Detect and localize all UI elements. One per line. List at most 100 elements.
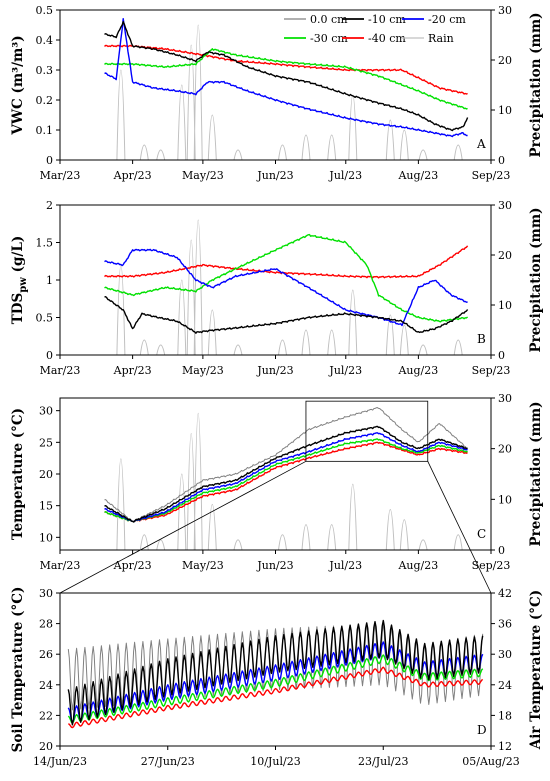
series-20cm <box>104 18 468 138</box>
y2-tick-label: 20 <box>498 249 512 262</box>
rain-series <box>116 412 463 550</box>
y2-axis-label: Precipitation (mm) <box>528 13 544 158</box>
y-axis-label: Soil Temperature (°C) <box>10 587 26 753</box>
y2-axis-label: Precipitation (mm) <box>528 208 544 353</box>
x-tick-label: 05/Aug/23 <box>462 755 519 768</box>
legend-entry: -20 cm <box>428 13 466 26</box>
x-tick-label: Aug/23 <box>397 559 438 572</box>
series-20cm <box>104 248 468 327</box>
y-tick-label: 0 <box>46 349 53 362</box>
y-tick-label: 0.5 <box>36 4 54 17</box>
y2-tick-label: 30 <box>498 392 512 405</box>
series-00cm <box>104 407 468 523</box>
x-tick-label: Apr/23 <box>113 559 152 572</box>
panel-d: 14/Jun/23 27/Jun/23 10/Jul/23 23/Jul/23 05/A… <box>10 587 544 768</box>
y-tick-label: 25 <box>39 436 53 449</box>
x-tick-label: Jul/23 <box>328 169 362 182</box>
x-tick-label: Sep/23 <box>472 364 511 377</box>
x-tick-label: 23/Jul/23 <box>358 755 408 768</box>
x-tick-label: May/23 <box>182 559 224 572</box>
x-tick-label: Jul/23 <box>328 364 362 377</box>
y-tick-label: 20 <box>39 740 53 753</box>
y-tick-label: 2 <box>46 199 53 212</box>
y2-tick-label: 42 <box>498 587 512 600</box>
x-tick-label: May/23 <box>182 364 224 377</box>
x-tick-label: Mar/23 <box>40 559 81 572</box>
y2-tick-label: 20 <box>498 443 512 456</box>
y-tick-label: 22 <box>39 709 53 722</box>
series-30cm <box>67 654 484 724</box>
y2-tick-label: 0 <box>498 154 505 167</box>
series-40cm <box>104 441 468 523</box>
panel-b: Mar/23 Apr/23 May/23 Jun/23 Jul/23 Aug/23 Sep/… <box>10 199 544 377</box>
x-tick-label: Sep/23 <box>472 169 511 182</box>
x-tick-label: Apr/23 <box>113 364 152 377</box>
x-tick-label: 14/Jun/23 <box>33 755 87 768</box>
x-tick-label: 27/Jun/23 <box>141 755 195 768</box>
y-tick-label: 1 <box>46 274 53 287</box>
series-10cm <box>104 21 469 132</box>
y2-tick-label: 20 <box>498 54 512 67</box>
series-30cm <box>104 438 468 523</box>
y2-tick-label: 30 <box>498 199 512 212</box>
y-tick-label: 24 <box>39 679 53 692</box>
y-tick-label: 28 <box>39 618 53 631</box>
x-tick-label: Mar/23 <box>40 169 81 182</box>
series-20cm <box>104 432 468 523</box>
x-tick-label: 10/Jul/23 <box>250 755 300 768</box>
y-tick-label: 20 <box>39 468 53 481</box>
y2-tick-label: 30 <box>498 4 512 17</box>
y-tick-label: 0.4 <box>36 34 54 47</box>
x-tick-label: Jul/23 <box>328 559 362 572</box>
series-40cm <box>67 666 484 729</box>
legend: 0.0 cm -10 cm -20 cm -30 cm -40 cm Rain <box>284 13 466 45</box>
y-axis-label: Temperature (°C) <box>10 408 26 540</box>
panel-letter: C <box>477 527 486 541</box>
y2-axis-label: Precipitation (mm) <box>528 402 544 547</box>
series-30cm <box>104 233 469 323</box>
y-tick-label: 30 <box>39 405 53 418</box>
y-tick-label: 30 <box>39 587 53 600</box>
x-tick-label: Jun/23 <box>256 169 293 182</box>
zoom-connector-lines <box>59 460 492 594</box>
y-tick-label: 0.3 <box>36 64 54 77</box>
series-40cm <box>104 44 468 95</box>
y-tick-label: 0.1 <box>36 124 54 137</box>
y2-tick-label: 10 <box>498 299 512 312</box>
series-10cm <box>67 619 484 726</box>
legend-entry: 0.0 cm <box>310 13 348 26</box>
series-10cm <box>104 425 468 523</box>
y-axis-label: TDSpw (g/L) <box>10 236 29 324</box>
y2-tick-label: 12 <box>498 740 512 753</box>
panel-letter: B <box>477 332 486 346</box>
x-tick-label: Jun/23 <box>256 559 293 572</box>
y2-tick-label: 10 <box>498 104 512 117</box>
y-tick-label: 0.5 <box>36 312 54 325</box>
x-tick-label: May/23 <box>182 169 224 182</box>
panel-c: Mar/23 Apr/23 May/23 Jun/23 Jul/23 Aug/23 Sep/… <box>10 392 544 572</box>
y-tick-label: 1.5 <box>36 237 54 250</box>
series-40cm <box>104 245 469 279</box>
series-30cm <box>104 48 468 110</box>
legend-entry: -40 cm <box>368 32 406 45</box>
panel-letter: D <box>477 723 487 737</box>
x-tick-label: Mar/23 <box>40 364 81 377</box>
y2-axis-label: Air Temperature (°C) <box>528 590 544 750</box>
series-10cm <box>104 296 469 334</box>
legend-entry: -30 cm <box>310 32 348 45</box>
y2-tick-label: 30 <box>498 648 512 661</box>
y-tick-label: 26 <box>39 648 53 661</box>
y-tick-label: 0.2 <box>36 94 54 107</box>
y2-tick-label: 36 <box>498 618 512 631</box>
x-tick-label: Sep/23 <box>472 559 511 572</box>
x-tick-label: Aug/23 <box>397 364 438 377</box>
x-tick-label: Aug/23 <box>397 169 438 182</box>
panel-letter: A <box>476 137 486 151</box>
y-tick-label: 0 <box>46 154 53 167</box>
legend-entry: Rain <box>428 32 454 45</box>
series-20cm <box>67 641 484 723</box>
x-tick-label: Apr/23 <box>113 169 152 182</box>
panel-a: Mar/23 Apr/23 May/23 Jun/23 Jul/23 Aug/23 Sep/… <box>10 4 544 182</box>
y2-tick-label: 10 <box>498 493 512 506</box>
